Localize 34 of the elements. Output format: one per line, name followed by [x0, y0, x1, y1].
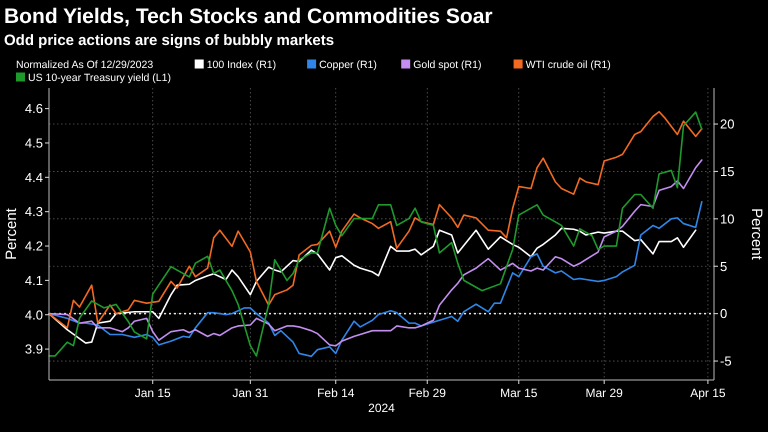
legend-label: Copper (R1)	[319, 59, 377, 71]
legend-label: 100 Index (R1)	[206, 59, 276, 71]
x-axis-title: 2024	[368, 401, 396, 415]
y-tick-label: 4.4	[24, 170, 43, 185]
y-tick-label: 3.9	[24, 342, 43, 357]
chart-subtitle: Odd price actions are signs of bubbly markets	[4, 32, 334, 49]
legend-title: Normalized As Of 12/29/2023	[16, 59, 154, 71]
x-tick-label: Feb 14	[317, 386, 355, 400]
legend-label: US 10-year Treasury yield (L1)	[28, 72, 171, 84]
y2-tick-label: 15	[720, 164, 734, 179]
y2-axis-title: Percent	[748, 208, 765, 261]
line-series	[48, 228, 696, 344]
y-tick-label: 4.0	[24, 307, 43, 322]
y2-tick-label: 0	[720, 306, 728, 322]
y-tick-label: 4.1	[24, 272, 43, 288]
legend-label: WTI crude oil (R1)	[526, 59, 611, 71]
y-tick-label: 4.6	[24, 101, 43, 116]
y2-tick-label: 5	[720, 258, 728, 274]
x-tick-label: Jan 15	[134, 386, 172, 400]
y2-tick-label: 20	[720, 116, 734, 132]
y-tick-label: 4.2	[24, 238, 43, 254]
x-tick-label: Mar 29	[586, 386, 624, 400]
y-axis-title: Percent	[3, 207, 20, 260]
chart-title: Bond Yields, Tech Stocks and Commodities Soar	[4, 5, 493, 28]
y2-tick-label: 10	[720, 211, 734, 226]
line-series	[48, 159, 703, 347]
y-tick-label: 4.5	[24, 136, 43, 151]
y-tick-label: 4.3	[24, 204, 43, 220]
x-tick-label: Apr 15	[690, 386, 726, 400]
y2-tick-label: -5	[720, 354, 732, 369]
x-tick-label: Jan 31	[232, 386, 269, 400]
x-tick-label: Mar 15	[500, 386, 538, 400]
legend-label: Gold spot (R1)	[413, 59, 482, 71]
x-tick-label: Feb 29	[408, 386, 446, 400]
